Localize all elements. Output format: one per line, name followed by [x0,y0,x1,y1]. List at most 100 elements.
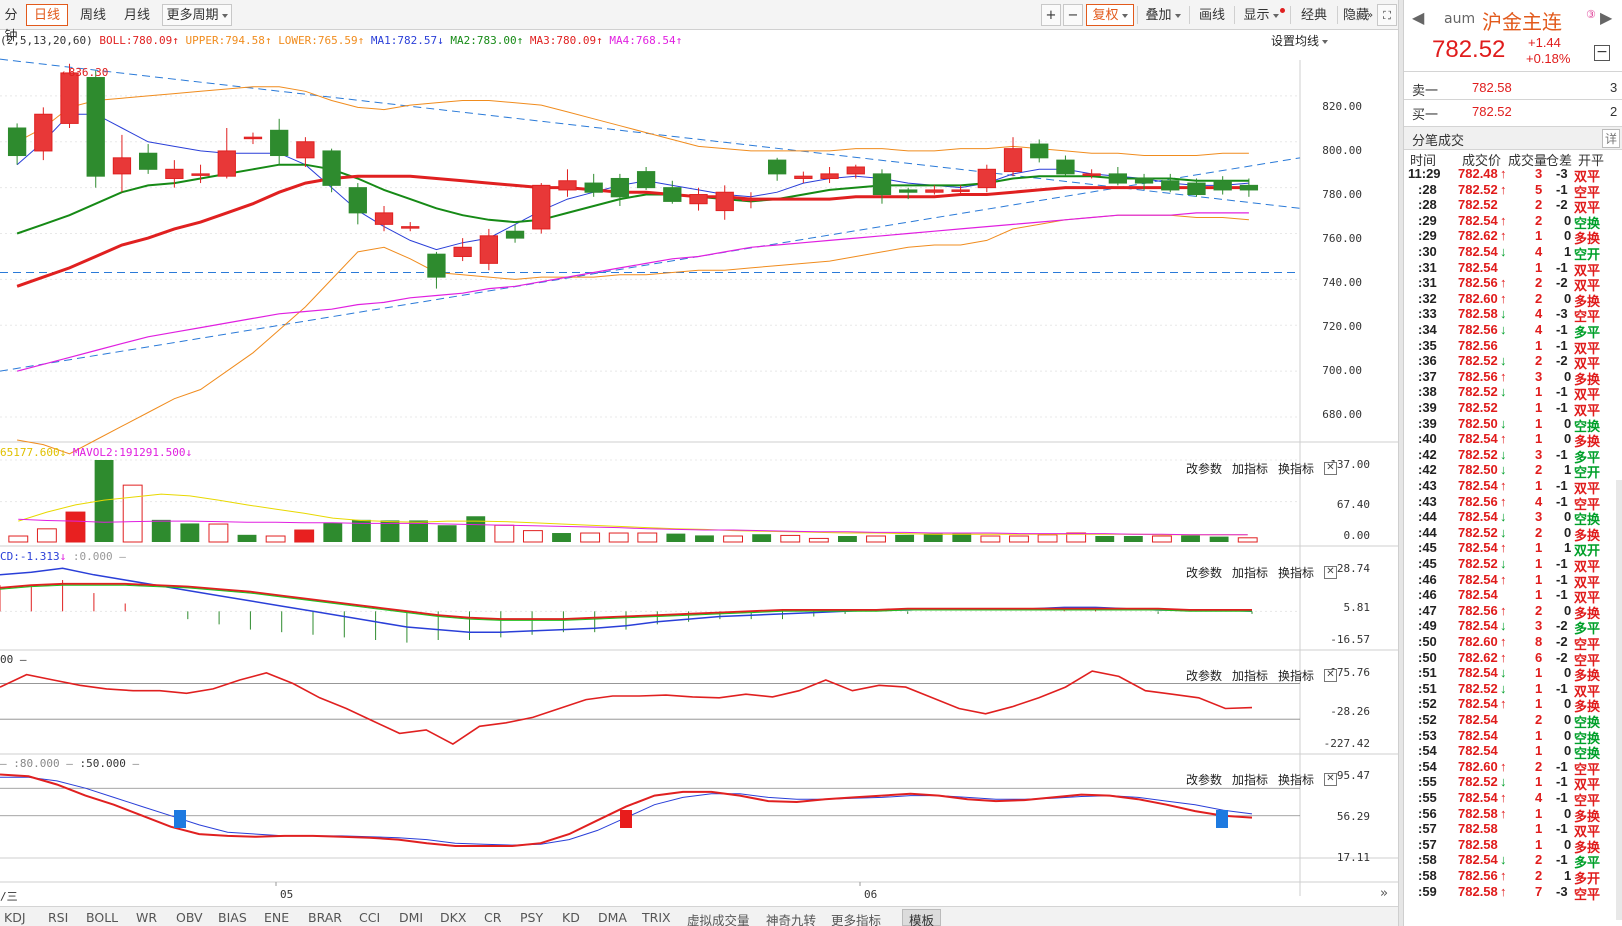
volume-bar [608,532,629,543]
tab-bias[interactable]: BIAS [218,910,247,925]
tab-dmi[interactable]: DMI [399,910,424,925]
cci-change-indicator-button[interactable]: 换指标 [1278,669,1315,683]
vol-add-indicator-button[interactable]: 加指标 [1232,462,1269,476]
tab-virtual-volume[interactable]: 虚拟成交量 [687,913,750,926]
trade-price: 782.54 [1458,618,1498,634]
trade-price: 782.54 [1458,727,1498,743]
trade-oi-change: -1 [1556,337,1568,353]
tab-monthly[interactable]: 月线 [123,8,150,23]
set-ma-dropdown[interactable]: 设置均线 [1271,32,1329,49]
tab-template[interactable]: 模板 [902,909,942,926]
trade-time: :31 [1418,259,1437,275]
trade-row: :49 782.54 ↓ 3 -2 多平 [1404,618,1622,636]
price-tick: 720.00 [1322,320,1362,333]
kd-change-indicator-button[interactable]: 换指标 [1278,773,1315,787]
bid-row: 买一 782.52 2 [1404,100,1622,124]
trade-type: 空平 [1574,496,1601,512]
zoom-out-button[interactable]: − [1063,4,1083,26]
volume-bar [122,484,143,543]
tab-dkx[interactable]: DKX [440,910,467,925]
legend-mavol1: 65177.600 [0,446,60,459]
kd-edit-params-button[interactable]: 改参数 [1186,773,1223,787]
vol-edit-params-button[interactable]: 改参数 [1186,462,1223,476]
contract-code: aum [1444,11,1476,27]
tab-psy[interactable]: PSY [520,910,544,925]
quote-panel: ◀ aum 沪金主连 ③ ▶ 782.52 +1.44 +0.18% − 卖一 … [1404,0,1622,926]
tab-kdj[interactable]: KDJ [4,910,26,925]
trade-time: :54 [1418,758,1437,774]
cci-edit-params-button[interactable]: 改参数 [1186,669,1223,683]
chevron-down-icon [1121,13,1128,18]
candle-body [427,253,446,278]
ask-row: 卖一 782.58 3 [1404,76,1622,100]
trade-type: 双平 [1574,262,1601,278]
macd-add-indicator-button[interactable]: 加指标 [1232,566,1269,580]
tab-obv[interactable]: OBV [176,910,203,925]
collapse-icon[interactable]: − [1594,45,1610,61]
macd-change-indicator-button[interactable]: 换指标 [1278,566,1315,580]
cci-legend: 00 – [0,653,27,666]
trades-scrollbar[interactable] [1616,480,1622,920]
draw-line-button[interactable]: 画线 [1198,8,1225,23]
tab-brar[interactable]: BRAR [308,910,342,925]
kd-tick: 17.11 [1336,851,1370,864]
trade-price: 782.58 [1458,821,1498,837]
trade-row: :45 782.54 ↑ 1 1 双开 [1404,540,1622,558]
double-chevron-right-icon[interactable]: » [1366,10,1374,21]
kd-add-indicator-button[interactable]: 加指标 [1232,773,1269,787]
tab-ene[interactable]: ENE [264,910,290,925]
fullscreen-icon[interactable]: ⛶ [1377,4,1397,26]
cci-add-indicator-button[interactable]: 加指标 [1232,669,1269,683]
kd-tick: 56.29 [1336,810,1370,823]
tab-wr[interactable]: WR [136,910,158,925]
overlay-label: 叠加 [1145,8,1172,23]
tab-minute[interactable]: 分钟 [4,8,18,44]
trade-price: 782.52 [1458,524,1498,540]
trade-price: 782.56 [1458,275,1498,291]
arrow-up-icon: ↑ [1500,493,1507,509]
tab-daily[interactable]: 日线 [26,4,68,26]
tab-kd[interactable]: KD [562,910,580,925]
close-icon[interactable]: ✕ [1324,669,1337,682]
trade-time: :55 [1418,774,1437,790]
scroll-right-icon[interactable]: » [1380,886,1388,901]
trade-time: :52 [1418,712,1437,727]
close-icon[interactable]: ✕ [1324,462,1337,475]
vol-change-indicator-button[interactable]: 换指标 [1278,462,1315,476]
tab-dma[interactable]: DMA [598,910,627,925]
kd-legend: – :80.000 – :50.000 – [0,757,140,770]
contract-name: 沪金主连 [1482,10,1562,34]
more-periods-dropdown[interactable]: 更多周期 [162,4,232,26]
next-contract-icon[interactable]: ▶ [1600,8,1613,27]
kline-chart[interactable]: (2,5,13,20,60) BOLL:780.09↑ UPPER:794.58… [0,30,1398,903]
tab-magic-nine[interactable]: 神奇九转 [766,913,817,926]
trade-volume: 1 [1535,821,1543,837]
panel-divider[interactable] [1398,0,1404,926]
classic-button[interactable]: 经典 [1300,8,1327,23]
trade-volume: 2 [1535,275,1543,291]
tab-more-indicators[interactable]: 更多指标 [831,913,882,926]
trade-oi-change: 0 [1564,368,1572,384]
volume-bar [8,535,29,543]
trades-detail-button[interactable]: 详 [1602,129,1621,148]
tab-trix[interactable]: TRIX [642,910,671,925]
zoom-in-button[interactable]: + [1041,4,1061,26]
volume-bar [1009,535,1029,543]
hide-button[interactable]: 隐藏 [1342,8,1369,23]
tab-cr[interactable]: CR [484,910,502,925]
tab-cci[interactable]: CCI [359,910,381,925]
tab-boll[interactable]: BOLL [86,910,119,925]
close-icon[interactable]: ✕ [1324,773,1337,786]
trade-row: :29 782.54 ↑ 2 0 空换 [1404,213,1622,231]
macd-edit-params-button[interactable]: 改参数 [1186,566,1223,580]
tab-weekly[interactable]: 周线 [79,8,106,23]
trade-price: 782.58 [1458,836,1498,852]
volume-bar [1181,535,1200,542]
overlay-dropdown[interactable]: 叠加 [1140,4,1186,26]
fuquan-dropdown[interactable]: 复权 [1086,4,1134,26]
display-dropdown[interactable]: 显示 [1237,4,1285,26]
prev-contract-icon[interactable]: ◀ [1412,8,1425,27]
tab-rsi[interactable]: RSI [48,910,69,925]
close-icon[interactable]: ✕ [1324,566,1337,579]
arrow-up-icon: ↑ [1500,634,1507,649]
